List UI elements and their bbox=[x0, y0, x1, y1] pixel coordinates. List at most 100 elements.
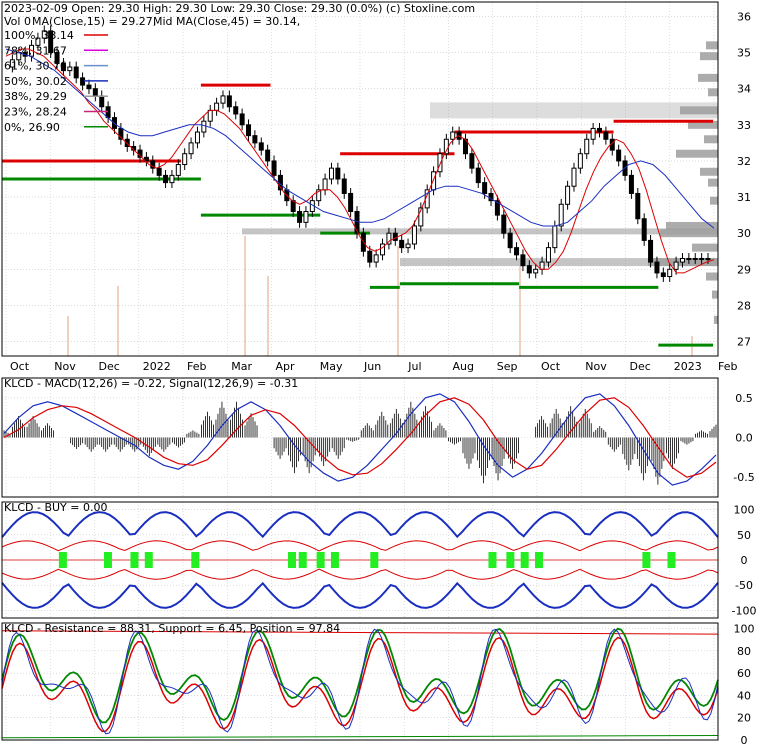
buy-marker bbox=[316, 552, 325, 568]
candle-body bbox=[628, 174, 634, 194]
candle-body bbox=[654, 261, 660, 274]
price-panel-frame bbox=[1, 1, 719, 357]
candle-body bbox=[150, 160, 156, 169]
y-tick-label: -100 bbox=[732, 604, 757, 617]
y-tick-label: 36 bbox=[737, 10, 751, 23]
buy-inner-upper bbox=[1, 540, 719, 552]
candle-body bbox=[271, 160, 277, 176]
candle-body bbox=[584, 138, 590, 155]
y-tick-label: 60 bbox=[737, 667, 751, 680]
candle-body bbox=[590, 127, 596, 140]
candle-body bbox=[571, 167, 577, 187]
candle-body bbox=[380, 243, 386, 256]
resistance-level-line bbox=[1, 630, 719, 635]
candle-body bbox=[558, 203, 564, 227]
candle-body bbox=[686, 257, 692, 260]
y-tick-label: 20 bbox=[737, 712, 751, 725]
candle-body bbox=[169, 174, 175, 184]
x-tick-label: 2022 bbox=[143, 360, 171, 373]
candle-body bbox=[660, 272, 666, 278]
candle-body bbox=[220, 95, 226, 104]
x-tick-label: Apr bbox=[276, 360, 296, 373]
volume-profile-bar bbox=[680, 106, 718, 115]
candle-body bbox=[316, 189, 322, 202]
y-tick-label: 33 bbox=[737, 119, 751, 132]
buy-marker bbox=[298, 552, 307, 568]
candle-body bbox=[226, 95, 232, 108]
candle-body bbox=[456, 131, 462, 140]
candle-body bbox=[73, 66, 79, 79]
candle-body bbox=[182, 153, 188, 166]
y-tick-label: 0.0 bbox=[735, 432, 753, 445]
candle-body bbox=[252, 135, 258, 144]
x-tick-label: Oct bbox=[10, 360, 30, 373]
candle-body bbox=[418, 207, 424, 227]
candle-body bbox=[163, 174, 169, 184]
y-tick-label: 32 bbox=[737, 155, 751, 168]
candle-body bbox=[92, 88, 98, 97]
y-tick-label: 0 bbox=[741, 554, 748, 567]
candle-body bbox=[86, 84, 92, 90]
x-tick-label: Dec bbox=[99, 360, 120, 373]
volume-profile-bar bbox=[676, 149, 718, 158]
x-tick-label: Nov bbox=[585, 360, 607, 373]
candle-body bbox=[201, 120, 207, 133]
candle-body bbox=[54, 52, 60, 64]
candle-body bbox=[603, 131, 609, 140]
x-tick-label: Jul bbox=[407, 360, 421, 373]
y-tick-label: 40 bbox=[737, 689, 751, 702]
candle-body bbox=[246, 124, 252, 137]
buy-title: KLCD - BUY = 0.00 bbox=[4, 501, 107, 514]
buy-marker bbox=[535, 552, 543, 568]
buy-marker bbox=[287, 552, 296, 568]
candle-body bbox=[411, 225, 417, 245]
candle-body bbox=[348, 192, 354, 213]
fib-label: 0%, 26.90 bbox=[4, 121, 60, 134]
candle-body bbox=[48, 30, 54, 54]
y-tick-label: 0 bbox=[741, 734, 748, 746]
buy-panel-frame bbox=[1, 501, 719, 619]
candle-body bbox=[386, 232, 392, 245]
position-green-line bbox=[1, 627, 719, 724]
candle-body bbox=[679, 257, 685, 263]
position-title: KLCD - Resistance = 88.31, Support = 6.4… bbox=[4, 622, 340, 635]
fib-label: 23%, 28.24 bbox=[4, 106, 67, 119]
candle-body bbox=[533, 268, 539, 274]
macd-line bbox=[3, 393, 717, 486]
volume-profile-bar bbox=[710, 196, 718, 205]
fib-label: 61%, 30.76 bbox=[4, 60, 67, 73]
header-ma-slow: Mid MA(Close,45) = 30.14, bbox=[153, 15, 300, 28]
volume-profile-bar bbox=[706, 272, 718, 281]
x-tick-label: Dec bbox=[630, 360, 651, 373]
candle-body bbox=[616, 149, 622, 162]
candle-body bbox=[335, 167, 341, 180]
candle-body bbox=[514, 247, 520, 256]
y-tick-label: 50 bbox=[737, 529, 751, 542]
candle-body bbox=[494, 200, 500, 216]
candle-body bbox=[194, 131, 200, 144]
volume-profile-bar bbox=[692, 243, 718, 252]
x-tick-label: Jun bbox=[363, 360, 381, 373]
y-tick-label: -0.5 bbox=[733, 471, 754, 484]
candle-body bbox=[80, 77, 86, 86]
candle-body bbox=[552, 225, 558, 249]
candle-body bbox=[373, 254, 379, 263]
volume-profile-bar bbox=[708, 178, 718, 187]
candle-body bbox=[214, 102, 220, 111]
y-tick-label: 30 bbox=[737, 227, 751, 240]
position-red-line bbox=[1, 636, 719, 733]
header-ohlc: 2023-02-09 Open: 29.30 High: 29.30 Low: … bbox=[4, 2, 475, 15]
candle-body bbox=[405, 243, 411, 249]
volume-band bbox=[400, 258, 718, 267]
y-tick-label: 0.5 bbox=[735, 392, 753, 405]
volume-profile-bar bbox=[706, 41, 718, 50]
candle-body bbox=[667, 268, 673, 278]
buy-lower-band bbox=[1, 581, 719, 609]
ma-fast-line bbox=[5, 48, 715, 274]
fib-label: 38%, 29.29 bbox=[4, 90, 67, 103]
x-tick-label: Mar bbox=[231, 360, 252, 373]
candle-body bbox=[265, 149, 271, 162]
candle-body bbox=[41, 30, 47, 39]
volume-band bbox=[242, 228, 718, 235]
